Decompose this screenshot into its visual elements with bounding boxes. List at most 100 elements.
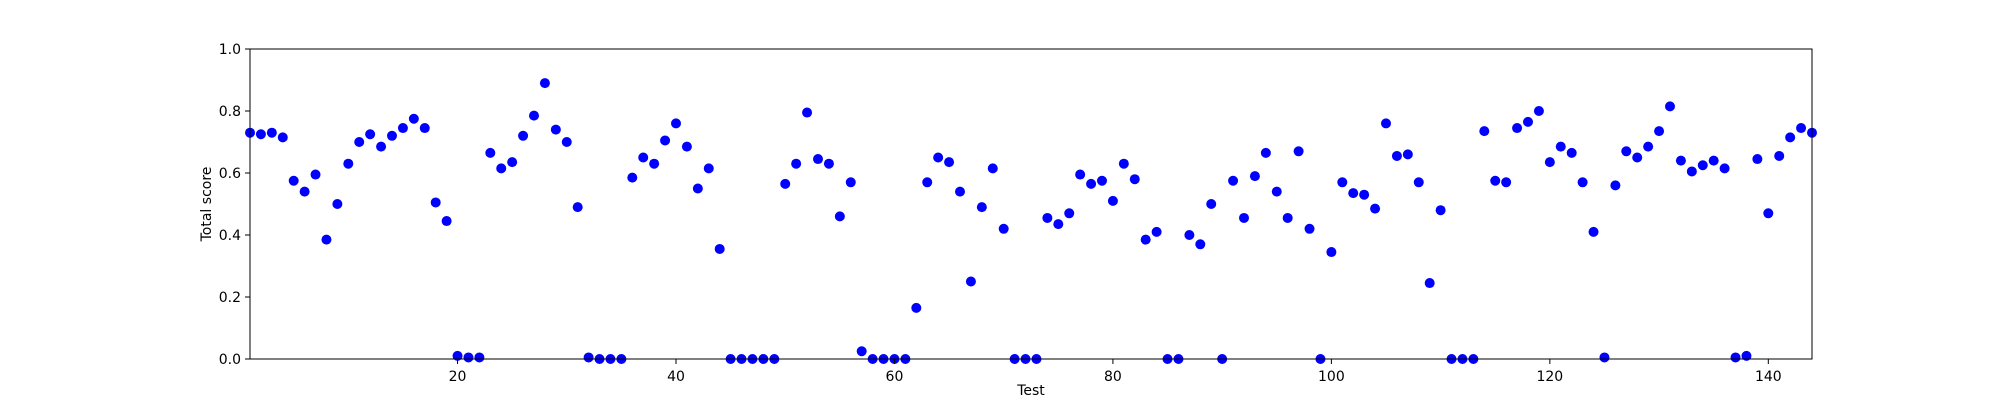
data-point (1337, 177, 1348, 188)
y-tick-label: 0.4 (219, 228, 241, 244)
data-point (518, 130, 529, 141)
y-tick-label: 0.6 (219, 166, 241, 182)
data-point (703, 163, 714, 174)
data-point (463, 352, 474, 363)
data-point (1184, 230, 1195, 240)
data-point (998, 223, 1009, 234)
data-point (638, 152, 649, 163)
data-point (1293, 146, 1304, 157)
x-axis-ticks: 20 40 60 80 100 120 140 (449, 359, 1782, 385)
data-point (813, 154, 823, 165)
data-point (1719, 163, 1730, 174)
data-point (1479, 126, 1490, 137)
data-point (944, 157, 955, 168)
data-point (834, 211, 845, 222)
data-point (1632, 152, 1643, 163)
data-point (507, 157, 518, 168)
data-point (1490, 175, 1501, 186)
data-point (987, 163, 998, 174)
data-point (1271, 186, 1282, 197)
data-point (583, 352, 594, 363)
data-point (780, 178, 791, 189)
data-point (1097, 175, 1107, 186)
data-point (1140, 234, 1151, 245)
data-point (561, 137, 572, 147)
data-point (1741, 350, 1752, 361)
data-point (1796, 123, 1807, 134)
data-point (1686, 166, 1697, 177)
data-point (1544, 157, 1555, 168)
data-point (1785, 132, 1796, 143)
data-point (376, 141, 387, 152)
data-point (430, 197, 441, 208)
data-point (277, 132, 288, 143)
data-point (419, 123, 430, 134)
data-point (1129, 174, 1140, 185)
data-point (408, 113, 419, 124)
x-tick-label: 40 (667, 369, 685, 385)
data-point (1588, 226, 1599, 237)
x-tick-label: 20 (449, 369, 467, 385)
x-tick-label: 100 (1318, 369, 1345, 385)
data-point (1424, 278, 1435, 289)
data-point (1075, 169, 1086, 180)
data-point (856, 346, 867, 357)
data-point (1239, 212, 1249, 223)
data-point (671, 118, 681, 129)
data-point (1064, 208, 1075, 219)
data-point (1107, 195, 1118, 206)
data-point (1304, 223, 1315, 234)
data-point (1577, 177, 1588, 188)
y-tick-label: 0.0 (219, 352, 241, 368)
data-point (955, 186, 965, 197)
data-point (965, 276, 976, 287)
data-point (933, 152, 944, 163)
data-point (1228, 175, 1239, 186)
data-point (1533, 106, 1544, 116)
data-point (441, 216, 452, 227)
data-point (922, 177, 933, 188)
data-point (1512, 123, 1523, 134)
x-tick-label: 120 (1536, 369, 1563, 385)
data-point (343, 158, 354, 169)
data-point (1249, 171, 1260, 182)
data-point (1413, 177, 1424, 188)
data-point (1348, 188, 1359, 199)
y-tick-label: 0.2 (219, 290, 241, 306)
data-point (1195, 239, 1206, 250)
data-point (1391, 150, 1402, 161)
data-point (714, 243, 725, 254)
y-axis-label: Total score (199, 167, 215, 243)
data-point (321, 234, 332, 245)
data-point (681, 141, 692, 152)
data-point (1555, 141, 1566, 152)
y-tick-label: 1.0 (219, 42, 241, 58)
data-point (474, 352, 485, 363)
data-point (1326, 247, 1337, 258)
data-point (1774, 150, 1785, 161)
data-point (1435, 205, 1446, 216)
data-point (649, 158, 660, 169)
data-point (539, 78, 550, 89)
data-point (1501, 177, 1512, 188)
data-point (1730, 352, 1741, 363)
data-point (1523, 116, 1533, 127)
data-point (791, 158, 802, 169)
data-point (1566, 147, 1577, 158)
plot-frame (249, 48, 1813, 360)
data-point (332, 199, 343, 209)
data-point (1118, 158, 1129, 169)
data-point (496, 163, 507, 174)
data-point (354, 137, 365, 147)
data-point (572, 202, 583, 213)
data-point (299, 186, 310, 197)
data-point (1665, 101, 1675, 112)
data-point (660, 135, 671, 146)
data-point (845, 177, 856, 188)
data-point (1763, 208, 1774, 219)
x-tick-label: 80 (1104, 369, 1122, 385)
data-point (310, 169, 321, 180)
x-tick-label: 140 (1755, 369, 1782, 385)
data-point (1260, 147, 1271, 158)
data-point (1675, 155, 1686, 166)
